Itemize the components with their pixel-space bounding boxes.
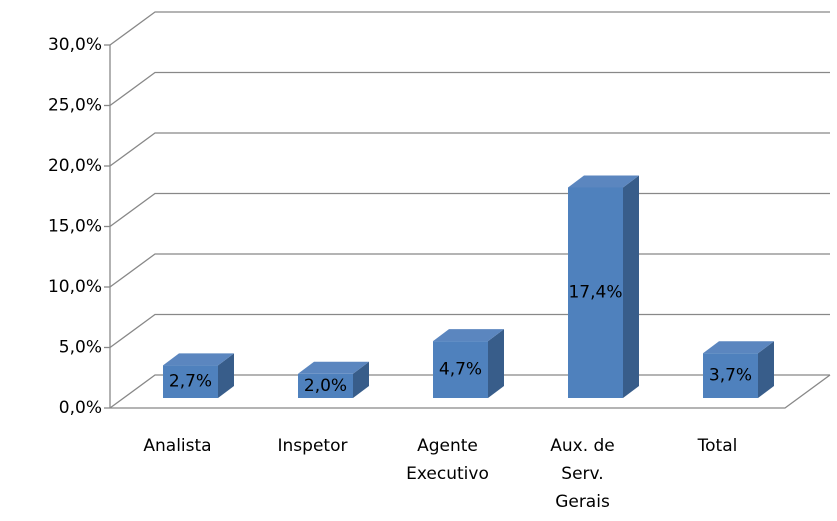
bar-side bbox=[218, 353, 234, 398]
bar-top bbox=[298, 361, 369, 374]
x-tick-label: Agente Executivo bbox=[406, 436, 489, 484]
y-tick-label: 20,0% bbox=[48, 156, 102, 176]
grid-line bbox=[109, 192, 830, 228]
grid-line bbox=[109, 71, 830, 107]
bar bbox=[163, 365, 218, 398]
floor bbox=[110, 374, 831, 409]
grid-line bbox=[109, 132, 830, 167]
data-label: 3,7% bbox=[709, 366, 752, 386]
y-tick-label: 5,0% bbox=[59, 338, 102, 358]
bar bbox=[703, 353, 758, 398]
y-tick-label: 30,0% bbox=[48, 35, 102, 55]
grid-line bbox=[109, 253, 830, 288]
bar bbox=[568, 187, 623, 398]
bar-top bbox=[568, 175, 639, 188]
bar-side bbox=[488, 329, 504, 398]
x-tick-label: Inspetor bbox=[277, 436, 348, 456]
y-tick-label: 15,0% bbox=[48, 217, 102, 237]
x-tick-label: Aux. de Serv. Gerais bbox=[550, 436, 615, 512]
bar-top bbox=[163, 353, 234, 366]
grid-line bbox=[109, 11, 830, 46]
x-tick-label: Analista bbox=[143, 436, 212, 456]
data-label: 2,7% bbox=[169, 372, 212, 392]
bar-top bbox=[703, 341, 774, 354]
bar-side bbox=[758, 341, 774, 398]
bar-side bbox=[353, 361, 369, 398]
y-tick-label: 10,0% bbox=[48, 277, 102, 297]
data-label: 2,0% bbox=[304, 376, 347, 396]
bar bbox=[433, 341, 488, 398]
bar bbox=[298, 373, 353, 398]
x-tick-label: Total bbox=[697, 436, 738, 456]
data-label: 17,4% bbox=[568, 283, 622, 303]
bar-top bbox=[433, 329, 504, 342]
data-label: 4,7% bbox=[439, 360, 482, 380]
y-tick-label: 25,0% bbox=[48, 96, 102, 116]
y-tick-label: 0,0% bbox=[59, 398, 102, 418]
bar-side bbox=[623, 175, 639, 398]
